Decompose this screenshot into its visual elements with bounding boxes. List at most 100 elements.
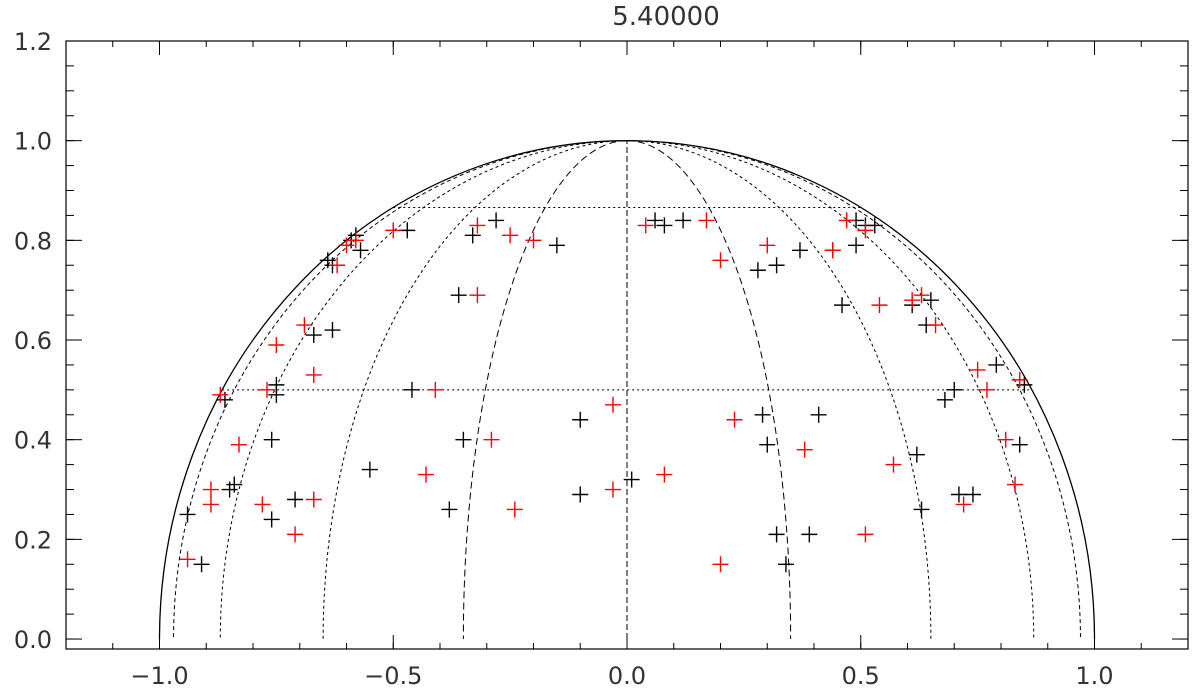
data-point [572, 411, 589, 428]
x-tick-label: 0.5 [842, 662, 880, 689]
data-point [352, 242, 369, 259]
data-point [263, 511, 280, 528]
data-point [604, 481, 621, 498]
meridian-ellipse [626, 140, 932, 640]
data-point [259, 381, 276, 398]
data-point [623, 471, 640, 488]
y-tick-label: 0.8 [14, 227, 52, 255]
data-point [469, 287, 486, 304]
data-point [885, 456, 902, 473]
data-point [908, 446, 925, 463]
data-point [1007, 476, 1024, 493]
data-point [871, 297, 888, 314]
data-point [838, 212, 855, 229]
series-0 [179, 212, 1033, 573]
data-point [857, 222, 874, 239]
data-point [754, 406, 771, 423]
data-point [469, 217, 486, 234]
data-point [268, 376, 285, 393]
data-point [712, 556, 729, 573]
data-point [403, 381, 420, 398]
data-point [988, 356, 1005, 373]
data-point [296, 317, 313, 334]
data-point [824, 242, 841, 259]
data-point [726, 411, 743, 428]
data-point [759, 237, 776, 254]
x-tick-label: 0.0 [608, 662, 646, 689]
data-point [230, 436, 247, 453]
data-point [936, 391, 953, 408]
data-point [347, 232, 364, 249]
meridian-ellipse [626, 140, 1035, 640]
data-point [254, 496, 271, 513]
x-tick-label: −1.0 [130, 662, 188, 689]
data-point [427, 381, 444, 398]
data-point [791, 242, 808, 259]
data-point [647, 212, 664, 229]
data-point [656, 466, 673, 483]
data-point [604, 396, 621, 413]
data-point [969, 361, 986, 378]
data-point [502, 227, 519, 244]
data-point [712, 252, 729, 269]
data-point [913, 287, 930, 304]
data-point [417, 466, 434, 483]
y-tick-label: 0.4 [14, 427, 52, 455]
data-point [572, 486, 589, 503]
x-tick-label: −0.5 [364, 662, 422, 689]
data-point [455, 431, 472, 448]
data-point [202, 496, 219, 513]
data-point [287, 526, 304, 543]
data-point [801, 526, 818, 543]
y-tick-label: 0.6 [14, 327, 52, 355]
data-point [904, 292, 921, 309]
data-point [202, 481, 219, 498]
data-point [361, 461, 378, 478]
data-point [488, 212, 505, 229]
data-point [226, 476, 243, 493]
data-point [305, 491, 322, 508]
data-point [212, 386, 229, 403]
data-point [1011, 371, 1028, 388]
y-tick-label: 0.0 [14, 626, 52, 654]
data-point [777, 556, 794, 573]
data-point [338, 237, 355, 254]
data-point [964, 486, 981, 503]
data-point [656, 217, 673, 234]
data-point [675, 212, 692, 229]
y-tick-label: 1.0 [14, 128, 52, 156]
data-point [441, 501, 458, 518]
data-point [305, 366, 322, 383]
y-tick-label: 0.2 [14, 526, 52, 554]
data-point [857, 526, 874, 543]
meridian-ellipse [173, 140, 628, 640]
data-point [927, 317, 944, 334]
meridian-ellipse [219, 140, 628, 640]
data-point [978, 381, 995, 398]
data-point [922, 292, 939, 309]
data-point [946, 381, 963, 398]
axes: −1.0 −0.5 0.0 0.5 1.0 0.0 0.2 0.4 0.6 0.8 1.0 1.2 [14, 28, 1189, 689]
data-point [399, 222, 416, 239]
data-point [637, 217, 654, 234]
data-point [768, 526, 785, 543]
meridian-ellipse [626, 140, 1081, 640]
data-point [268, 337, 285, 353]
data-point [385, 222, 402, 239]
x-tick-label: 1.0 [1075, 662, 1113, 689]
series-1 [179, 212, 1028, 573]
data-point [464, 227, 481, 244]
data-point [548, 237, 565, 254]
data-point [1011, 436, 1028, 453]
data-point [450, 287, 467, 304]
data-point [955, 496, 972, 513]
data-point [506, 501, 523, 518]
data-point [834, 297, 851, 314]
data-point [193, 556, 210, 573]
data-point [950, 486, 967, 503]
data-point [287, 491, 304, 508]
data-point [796, 441, 813, 458]
hemisphere-overlay [158, 140, 1096, 640]
data-point [997, 431, 1014, 448]
data-point [759, 436, 776, 453]
